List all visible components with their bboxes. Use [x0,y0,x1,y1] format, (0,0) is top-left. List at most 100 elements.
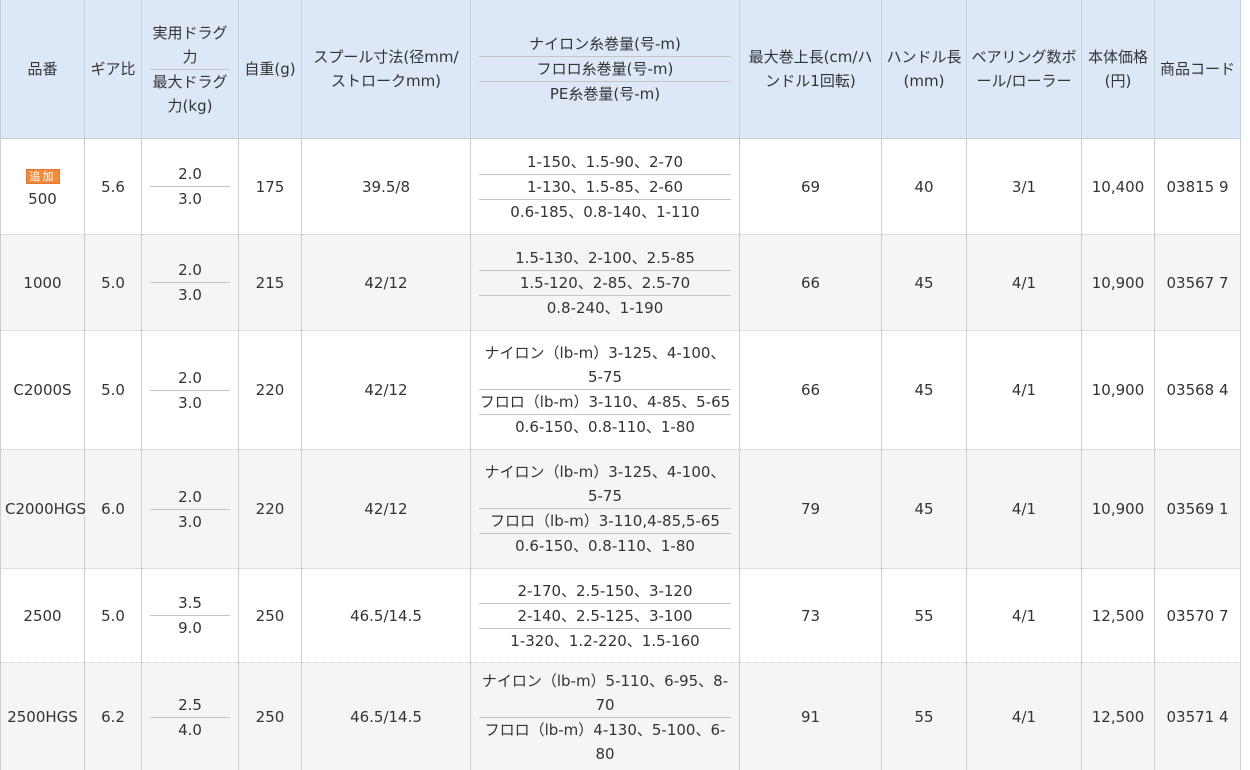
spool-cell: 42/12 [301,234,471,331]
header-cell: 商品コード [1154,0,1241,139]
model-cell: 2500HGS [0,662,85,770]
bearing-cell: 4/1 [966,330,1082,450]
weight-cell: 215 [238,234,302,331]
drag-value: 3.0 [150,389,230,415]
header-cell: ベアリング数ボール/ローラー [966,0,1082,139]
line-value: 0.6-185、0.8-140、1-110 [479,198,731,224]
weight-cell: 220 [238,449,302,569]
bearing-cell: 4/1 [966,568,1082,663]
line-value: 1-130、1.5-85、2-60 [479,173,731,199]
line-value: 0.8-240、1-190 [479,294,731,320]
drag-value: 9.0 [150,615,230,640]
header-sub: PE糸巻量(号-m) [479,81,731,106]
line-value: 2-140、2.5-125、3-100 [479,602,731,628]
spool-cell: 42/12 [301,330,471,450]
table-body: 追加 500 5.6 2.0 3.0 175 39.5/8 1-150、1.5-90、2-70… [0,138,1241,770]
header-sub: 最大ドラグ力(kg) [150,68,230,118]
header-sub: 実用ドラグ力 [152,23,228,66]
line-cell: ナイロン（lb-m）5-110、6-95、8-70 フロロ（lb-m）4-130、… [470,662,740,770]
line-value: 0.6-150、0.8-110、1-80 [479,414,731,439]
handle-cell: 45 [881,234,967,331]
spool-cell: 46.5/14.5 [301,662,471,770]
drag-cell: 2.0 3.0 [141,330,239,450]
line-cell: ナイロン（lb-m）3-125、4-100、5-75 フロロ（lb-m）3-110… [470,449,740,569]
drag-value: 3.5 [178,594,202,612]
table-row: 追加 500 5.6 2.0 3.0 175 39.5/8 1-150、1.5-90、2-70… [0,138,1241,235]
drag-cell: 2.0 3.0 [141,138,239,235]
model-cell: C2000HGS [0,449,86,569]
model-value: 500 [28,189,57,208]
header-cell: 本体価格(円) [1081,0,1155,139]
drag-value: 2.0 [178,165,202,183]
header-row: 品番 ギア比 実用ドラグ力 最大ドラグ力(kg) 自重(g) スプール寸法(径mm/ストロ… [0,0,1241,139]
drag-value: 2.0 [178,261,202,279]
gear-cell: 5.0 [84,568,142,663]
code-cell: 03570 7 [1154,568,1241,663]
code-cell: 03568 4 [1154,330,1241,450]
bearing-cell: 3/1 [966,138,1082,235]
header-sub: ナイロン糸巻量(号-m) [529,35,681,53]
line-value: 0.6-150、0.8-110、1-80 [479,533,731,558]
retrieve-cell: 66 [739,234,882,331]
line-value: ナイロン（lb-m）5-110、6-95、8-70 [481,671,729,714]
model-cell: 2500 [0,568,85,663]
retrieve-cell: 66 [739,330,882,450]
retrieve-cell: 79 [739,449,882,569]
drag-value: 3.0 [150,186,230,211]
line-value: 2-170、2.5-150、3-120 [517,581,693,600]
model-cell: C2000S [0,330,85,450]
gear-cell: 5.6 [84,138,142,235]
header-cell: ギア比 [84,0,142,139]
bearing-cell: 4/1 [966,449,1082,569]
table-row: 1000 5.0 2.0 3.0 215 42/12 1.5-130、2-100、2.5-8… [0,234,1241,331]
drag-value: 3.0 [150,282,230,307]
drag-cell: 3.5 9.0 [141,568,239,663]
price-cell: 10,900 [1081,234,1155,331]
line-cell: 2-170、2.5-150、3-120 2-140、2.5-125、3-100 1-… [470,568,740,663]
retrieve-cell: 91 [739,662,882,770]
bearing-cell: 4/1 [966,234,1082,331]
header-cell: スプール寸法(径mm/ストロークmm) [301,0,471,139]
drag-cell: 2.0 3.0 [141,449,239,569]
line-cell: 1-150、1.5-90、2-70 1-130、1.5-85、2-60 0.6-18… [470,138,740,235]
line-value: 1-150、1.5-90、2-70 [527,152,683,171]
line-cell: ナイロン（lb-m）3-125、4-100、5-75 フロロ（lb-m）3-110… [470,330,740,450]
price-cell: 12,500 [1081,662,1155,770]
header-cell: 自重(g) [238,0,302,139]
header-cell: ハンドル長(mm) [881,0,967,139]
line-cell: 1.5-130、2-100、2.5-85 1.5-120、2-85、2.5-70 0… [470,234,740,331]
line-value: フロロ（lb-m）3-110,4-85,5-65 [479,508,731,533]
price-cell: 10,900 [1081,330,1155,450]
code-cell: 03569 1 [1154,449,1241,569]
weight-cell: 250 [238,568,302,663]
drag-value: 2.0 [178,487,202,506]
line-value: ナイロン（lb-m）3-125、4-100、5-75 [484,463,726,505]
header-cell: ナイロン糸巻量(号-m) フロロ糸巻量(号-m) PE糸巻量(号-m) [470,0,740,139]
header-cell: 品番 [0,0,85,139]
drag-value: 2.5 [178,695,202,714]
code-cell: 03571 4 [1154,662,1241,770]
line-value: ナイロン（lb-m）3-125、4-100、5-75 [484,344,726,386]
line-value: 1.5-120、2-85、2.5-70 [479,269,731,295]
line-value: フロロ（lb-m）4-130、5-100、6-80 [479,716,731,766]
price-cell: 10,400 [1081,138,1155,235]
handle-cell: 45 [881,449,967,569]
model-cell: 追加 500 [0,138,85,235]
line-value: 1-320、1.2-220、1.5-160 [479,627,731,653]
header-cell: 実用ドラグ力 最大ドラグ力(kg) [141,0,239,139]
line-value: 1.5-130、2-100、2.5-85 [515,248,695,267]
header-sub: フロロ糸巻量(号-m) [479,56,731,81]
retrieve-cell: 73 [739,568,882,663]
spool-cell: 42/12 [301,449,471,569]
line-value: フロロ（lb-m）3-110、4-85、5-65 [479,389,731,414]
drag-cell: 2.5 4.0 [141,662,239,770]
price-cell: 12,500 [1081,568,1155,663]
handle-cell: 55 [881,662,967,770]
drag-cell: 2.0 3.0 [141,234,239,331]
gear-cell: 6.0 [84,449,142,569]
drag-value: 3.0 [150,508,230,534]
code-cell: 03815 9 [1154,138,1241,235]
table-row: C2000S 5.0 2.0 3.0 220 42/12 ナイロン（lb-m）3-125、4… [0,330,1241,450]
